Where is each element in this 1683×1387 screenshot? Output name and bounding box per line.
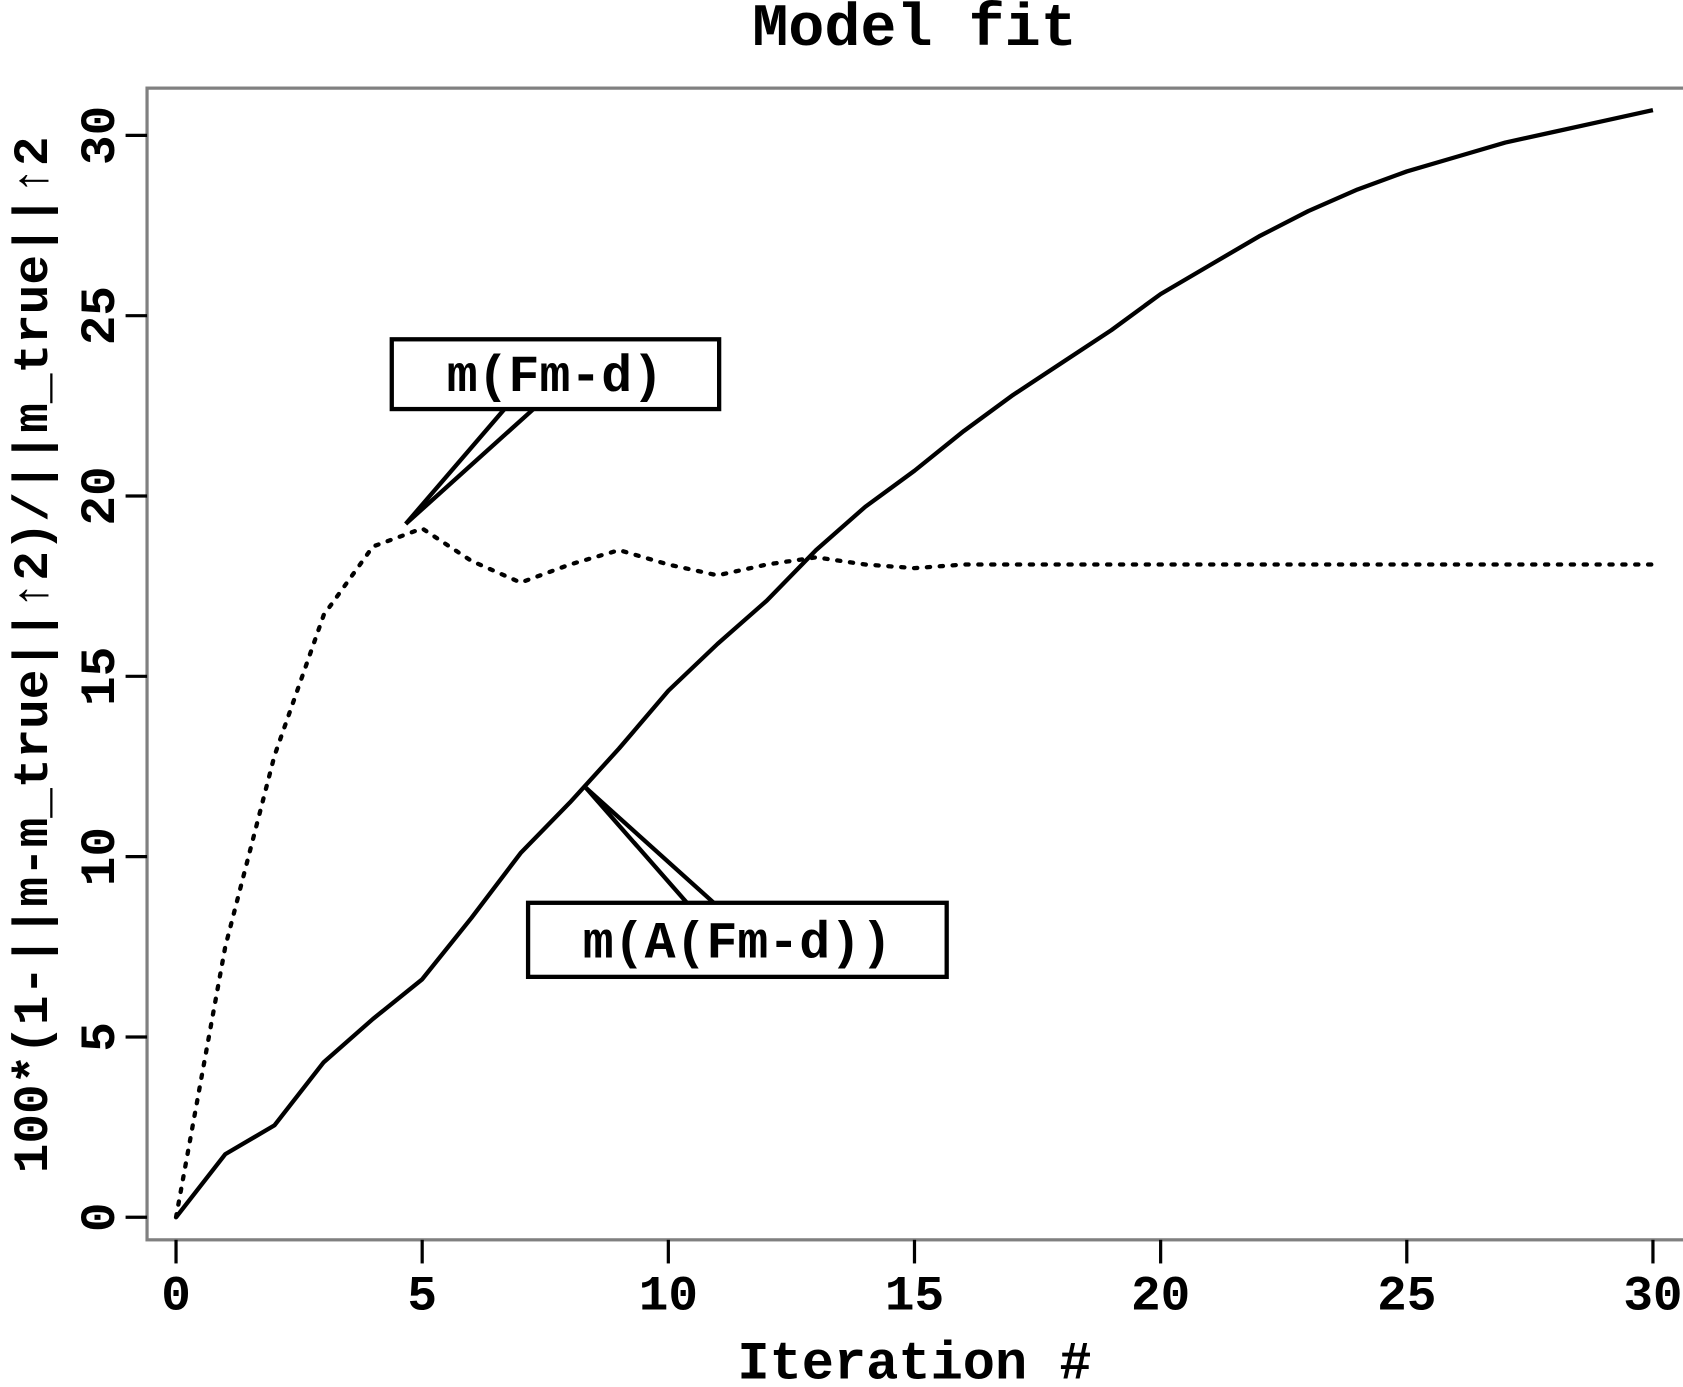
x-tick-label: 25 bbox=[1377, 1269, 1436, 1325]
x-tick-label: 5 bbox=[407, 1269, 437, 1325]
annotation-label: m(A(Fm-d)) bbox=[583, 916, 892, 974]
y-tick-label: 5 bbox=[73, 1022, 129, 1052]
plot-frame bbox=[145, 86, 1683, 1242]
chart-title: Model fit bbox=[752, 0, 1077, 64]
annotation-pointer bbox=[584, 786, 689, 905]
x-tick-label: 10 bbox=[639, 1269, 698, 1325]
series-line-m-fm-d bbox=[173, 526, 1656, 1220]
annotation-pointer bbox=[404, 407, 535, 526]
annotation-box bbox=[525, 900, 949, 980]
annotation-pointer bbox=[584, 786, 716, 905]
y-tick-label: 30 bbox=[73, 106, 129, 165]
x-tick-label: 15 bbox=[885, 1269, 944, 1325]
series-line-m-a-fm-d bbox=[174, 108, 1654, 1219]
y-tick-label: 15 bbox=[73, 647, 129, 706]
y-tick-label: 25 bbox=[73, 286, 129, 345]
y-tick-label: 20 bbox=[73, 466, 129, 525]
annotation-label: m(Fm-d) bbox=[447, 349, 663, 407]
x-tick-label: 0 bbox=[161, 1269, 191, 1325]
annotation-fm-d: m(Fm-d) bbox=[389, 337, 722, 526]
x-tick-label: 30 bbox=[1623, 1269, 1682, 1325]
y-axis-label: 100*(1-||m-m_true||↑2)/||m_true||↑2 bbox=[6, 137, 62, 1174]
x-tick-label: 20 bbox=[1131, 1269, 1190, 1325]
y-tick-label: 10 bbox=[73, 827, 129, 886]
y-tick-label: 0 bbox=[73, 1202, 129, 1232]
annotation-box bbox=[389, 337, 722, 412]
annotation-pointer bbox=[404, 407, 507, 526]
annotation-a-fm-d: m(A(Fm-d)) bbox=[525, 786, 949, 980]
x-axis-label: Iteration # bbox=[737, 1334, 1091, 1387]
